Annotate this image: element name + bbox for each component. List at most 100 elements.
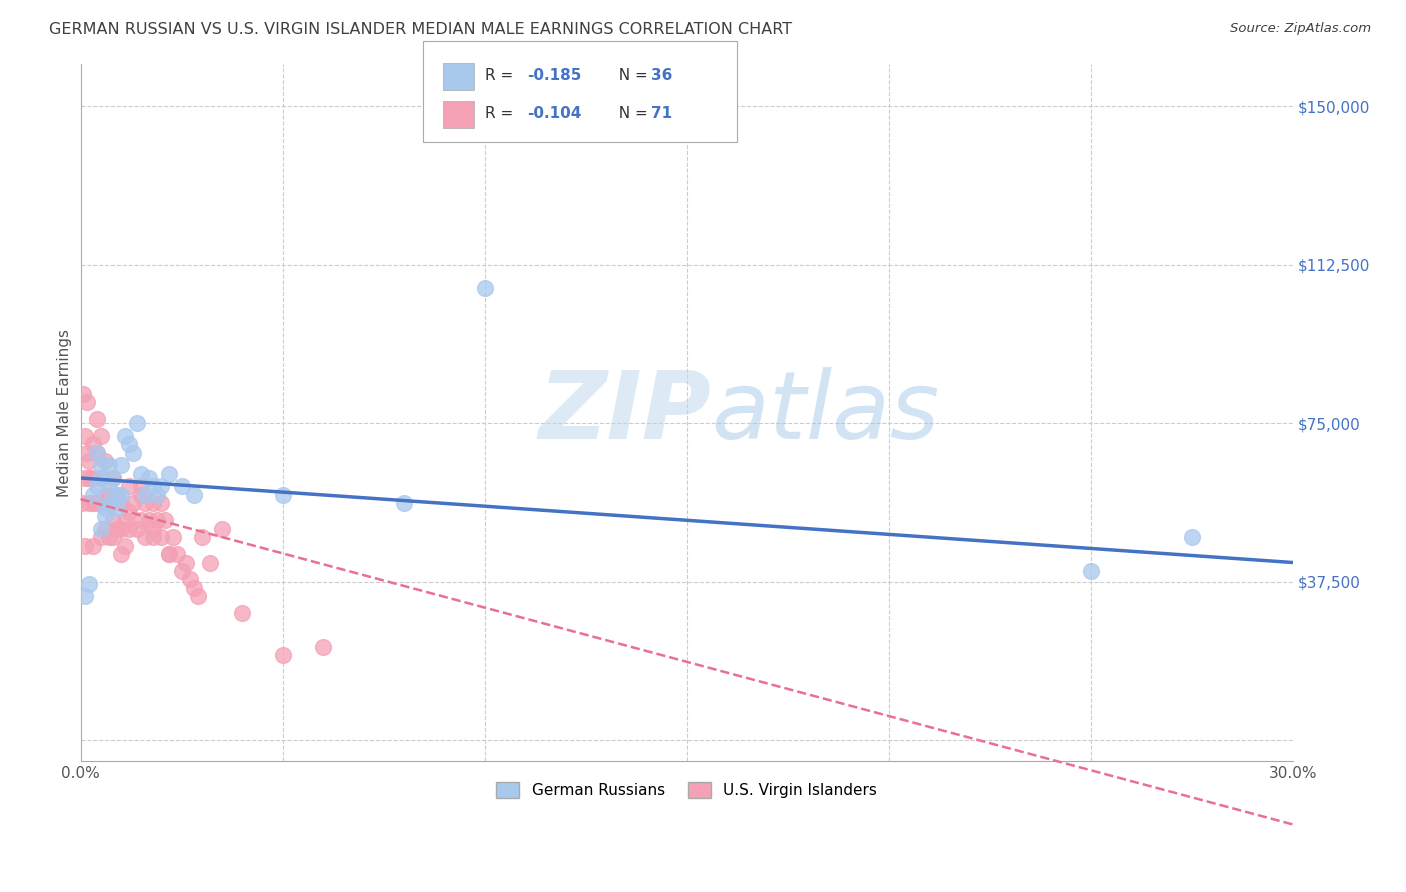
Point — [90, 471, 112, 485]
Point — [118, 479, 141, 493]
Point — [198, 556, 221, 570]
Point — [271, 488, 294, 502]
Text: N =: N = — [609, 106, 652, 120]
Text: 71: 71 — [651, 106, 672, 120]
Point — [77, 576, 100, 591]
Point — [90, 471, 112, 485]
Point — [97, 479, 120, 493]
Point — [105, 488, 128, 502]
Point — [90, 458, 112, 473]
Point — [183, 581, 205, 595]
Point — [155, 513, 177, 527]
Point — [73, 429, 96, 443]
Point — [114, 513, 136, 527]
Point — [77, 454, 100, 468]
Point — [110, 522, 132, 536]
Point — [105, 500, 128, 515]
Point — [97, 496, 120, 510]
Point — [114, 539, 136, 553]
Point — [90, 530, 112, 544]
Point — [101, 496, 124, 510]
Point — [142, 479, 165, 493]
Y-axis label: Median Male Earnings: Median Male Earnings — [58, 328, 72, 497]
Text: GERMAN RUSSIAN VS U.S. VIRGIN ISLANDER MEDIAN MALE EARNINGS CORRELATION CHART: GERMAN RUSSIAN VS U.S. VIRGIN ISLANDER M… — [49, 22, 793, 37]
Point — [97, 496, 120, 510]
Point — [97, 530, 120, 544]
Point — [129, 467, 152, 481]
Point — [82, 539, 104, 553]
Point — [312, 640, 335, 654]
Text: R =: R = — [485, 106, 519, 120]
Point — [101, 471, 124, 485]
Point — [138, 513, 160, 527]
Point — [142, 522, 165, 536]
Point — [86, 479, 108, 493]
Point — [231, 606, 253, 620]
Point — [211, 522, 233, 536]
Point — [170, 564, 193, 578]
Point — [134, 496, 156, 510]
Point — [170, 479, 193, 493]
Point — [142, 496, 165, 510]
Point — [150, 530, 173, 544]
Point — [86, 445, 108, 459]
Text: 36: 36 — [651, 69, 672, 83]
Point — [271, 648, 294, 663]
Point — [122, 445, 145, 459]
Point — [125, 522, 148, 536]
Point — [97, 488, 120, 502]
Point — [86, 412, 108, 426]
Point — [110, 488, 132, 502]
Text: Source: ZipAtlas.com: Source: ZipAtlas.com — [1230, 22, 1371, 36]
Point — [94, 488, 117, 502]
Point — [474, 281, 496, 295]
Point — [73, 471, 96, 485]
Point — [118, 505, 141, 519]
Point — [114, 429, 136, 443]
Point — [94, 500, 117, 515]
Point — [146, 488, 169, 502]
Legend: German Russians, U.S. Virgin Islanders: German Russians, U.S. Virgin Islanders — [489, 774, 884, 805]
Point — [129, 488, 152, 502]
Point — [166, 547, 188, 561]
Point — [77, 496, 100, 510]
Point — [125, 416, 148, 430]
Point — [142, 530, 165, 544]
Point — [73, 589, 96, 603]
Point — [110, 458, 132, 473]
Point — [138, 471, 160, 485]
Point — [101, 513, 124, 527]
Point — [82, 488, 104, 502]
Text: -0.104: -0.104 — [527, 106, 582, 120]
Point — [122, 496, 145, 510]
Text: atlas: atlas — [711, 367, 939, 458]
Text: R =: R = — [485, 69, 519, 83]
Point — [129, 513, 152, 527]
Point — [146, 513, 169, 527]
Point — [183, 488, 205, 502]
Point — [73, 539, 96, 553]
Point — [101, 530, 124, 544]
Point — [82, 437, 104, 451]
Point — [110, 496, 132, 510]
Point — [94, 509, 117, 524]
Point — [134, 488, 156, 502]
Point — [157, 467, 180, 481]
Point — [118, 437, 141, 451]
Point — [187, 589, 209, 603]
Point — [179, 573, 201, 587]
Point — [101, 471, 124, 485]
Point — [162, 530, 184, 544]
Point — [82, 496, 104, 510]
Point — [72, 386, 94, 401]
Point — [129, 479, 152, 493]
Text: N =: N = — [609, 69, 652, 83]
Point — [110, 547, 132, 561]
Text: ZIP: ZIP — [538, 367, 711, 458]
Point — [1080, 564, 1102, 578]
Point — [118, 522, 141, 536]
Point — [157, 547, 180, 561]
Point — [70, 496, 93, 510]
Point — [76, 395, 98, 409]
Point — [150, 496, 173, 510]
